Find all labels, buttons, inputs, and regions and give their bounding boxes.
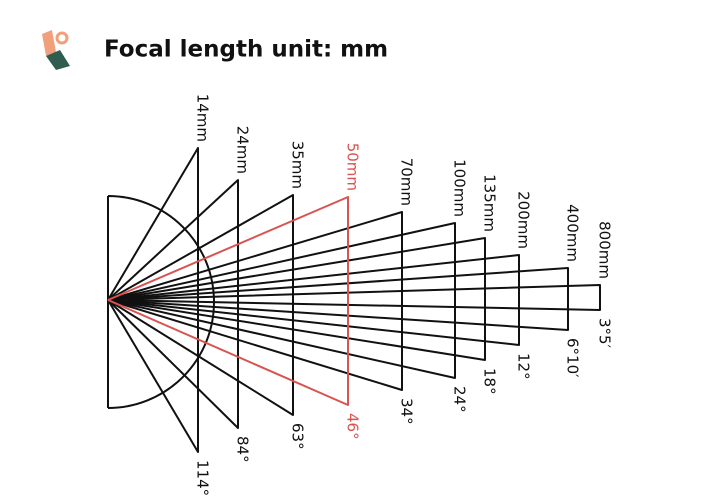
focal-label: 14mm (194, 94, 212, 142)
angle-wedge (107, 237, 486, 361)
angle-wedge (107, 179, 239, 429)
focal-label: 800mm (596, 221, 614, 279)
focal-label: 50mm (344, 143, 362, 191)
angle-diagram: 14mm 114° 24mm 84° 35mm 63° 70mm 34° 100mm 24° 135… (107, 94, 614, 496)
focal-label: 70mm (398, 158, 416, 206)
angle-wedge (107, 147, 199, 453)
logo (42, 30, 70, 70)
angle-label: 34° (398, 398, 416, 425)
focal-label: 135mm (481, 174, 499, 232)
angle-wedge (107, 196, 349, 406)
logo-shape (55, 31, 69, 45)
angle-wedge (107, 222, 456, 379)
angle-label: 12° (515, 353, 533, 380)
angle-label: 18° (481, 368, 499, 395)
angle-label: 114° (194, 460, 212, 496)
angle-wedge (107, 211, 403, 391)
angle-label: 3°5′ (596, 318, 614, 349)
angle-label: 84° (234, 436, 252, 463)
focal-label: 35mm (289, 141, 307, 189)
angle-label: 46° (344, 413, 362, 440)
focal-label: 100mm (451, 159, 469, 217)
angle-wedge (107, 194, 294, 416)
angle-label: 63° (289, 423, 307, 450)
focal-label: 24mm (234, 126, 252, 174)
angle-label: 6°10′ (564, 338, 582, 378)
title: Focal length unit: mm (104, 37, 388, 63)
angle-wedge (107, 254, 520, 346)
angle-wedge (107, 284, 601, 311)
logo-shape (46, 50, 70, 70)
focal-label: 400mm (564, 204, 582, 262)
focal-label: 200mm (515, 191, 533, 249)
logo-shape (42, 30, 56, 56)
angle-wedge (107, 267, 569, 331)
angle-label: 24° (451, 386, 469, 413)
